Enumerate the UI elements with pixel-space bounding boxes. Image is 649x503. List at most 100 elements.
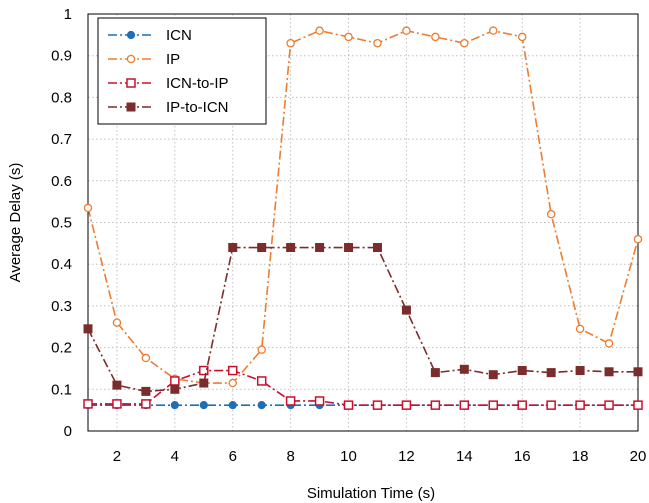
data-point-ip-to-icn — [575, 366, 585, 376]
series-ip-to-icn — [83, 243, 643, 396]
data-point-ip-to-icn — [459, 364, 469, 374]
data-series — [83, 26, 643, 410]
data-point-icn-to-ip — [604, 400, 614, 410]
data-point-ip — [517, 32, 527, 42]
legend-item-icn: ICN — [108, 27, 192, 44]
data-point-ip — [373, 38, 382, 48]
data-point-icn-to-ip — [141, 399, 151, 409]
y-tick-label: 0.4 — [51, 256, 72, 273]
data-point-ip-to-icn — [344, 243, 354, 253]
data-point-ip — [83, 203, 93, 213]
y-tick-label: 0.6 — [51, 173, 72, 190]
data-point-ip-to-icn — [315, 243, 325, 253]
x-tick-label: 6 — [229, 448, 237, 465]
data-point-icn-to-ip — [401, 400, 412, 410]
legend-item-ip-to-icn: IP-to-ICN — [108, 99, 229, 116]
data-point-ip — [344, 32, 353, 42]
data-point-ip — [489, 26, 498, 35]
series-icn-to-ip — [83, 365, 643, 410]
legend-label: IP — [166, 51, 180, 68]
x-tick-label: 10 — [340, 448, 357, 465]
y-tick-label: 0.8 — [51, 89, 72, 106]
x-axis-ticks: 2 4 6 8 10 12 14 16 18 20 — [113, 448, 647, 465]
x-tick-label: 20 — [630, 448, 647, 465]
legend-swatch-marker — [126, 54, 136, 64]
x-tick-label: 12 — [398, 448, 415, 465]
data-point-ip — [315, 26, 324, 35]
data-point-icn-to-ip — [575, 400, 585, 410]
data-point-ip-to-icn — [199, 378, 209, 388]
data-point-ip-to-icn — [83, 324, 93, 334]
data-point-icn-to-ip — [112, 399, 122, 409]
y-axis-title: Average Delay (s) — [7, 163, 24, 283]
data-point-icn-to-ip — [170, 376, 180, 386]
y-tick-label: 1 — [64, 6, 72, 23]
y-tick-label: 0.5 — [51, 215, 72, 232]
x-axis-title: Simulation Time (s) — [307, 485, 435, 502]
data-point-icn — [257, 401, 266, 410]
data-point-icn-to-ip — [488, 400, 499, 410]
data-point-ip — [633, 234, 643, 244]
data-point-icn-to-ip — [633, 400, 643, 410]
data-point-ip — [575, 324, 585, 334]
data-point-icn-to-ip — [430, 400, 441, 410]
data-point-icn-to-ip — [546, 400, 556, 410]
data-point-ip — [604, 339, 614, 348]
series-line-icn-to-ip — [88, 369, 638, 406]
data-point-ip-to-icn — [604, 367, 614, 377]
data-point-icn — [170, 401, 179, 410]
y-axis-ticks: 0 0.1 0.2 0.3 0.4 0.5 0.6 0.7 0.8 0.9 1 — [51, 6, 72, 440]
data-point-ip — [460, 38, 469, 48]
data-point-ip — [257, 345, 266, 354]
data-point-ip-to-icn — [517, 366, 527, 376]
legend-swatch-marker — [126, 102, 136, 112]
y-tick-label: 0.7 — [51, 131, 72, 148]
y-tick-label: 0.1 — [51, 381, 72, 398]
data-point-ip-to-icn — [401, 305, 411, 315]
data-point-ip-to-icn — [488, 370, 498, 380]
data-point-icn-to-ip — [227, 365, 238, 376]
data-point-ip-to-icn — [112, 380, 122, 390]
data-point-ip-to-icn — [257, 243, 267, 253]
data-point-icn-to-ip — [285, 396, 296, 406]
x-tick-label: 2 — [113, 448, 121, 465]
data-point-ip-to-icn — [633, 367, 643, 377]
data-point-icn-to-ip — [314, 396, 325, 406]
data-point-icn-to-ip — [83, 399, 93, 409]
data-point-ip — [112, 318, 122, 327]
data-point-ip — [402, 26, 411, 35]
legend-label: IP-to-ICN — [166, 99, 229, 116]
data-point-ip — [228, 378, 237, 388]
data-point-icn-to-ip — [343, 400, 354, 410]
y-tick-label: 0.2 — [51, 340, 72, 357]
data-point-icn-to-ip — [199, 365, 209, 376]
data-point-icn-to-ip — [372, 400, 383, 410]
data-point-ip-to-icn — [141, 386, 151, 396]
legend-label: ICN-to-IP — [166, 75, 229, 92]
legend-swatch-marker — [126, 30, 136, 40]
data-point-icn — [199, 401, 208, 410]
y-tick-label: 0.9 — [51, 48, 72, 65]
data-point-ip-to-icn — [286, 243, 296, 253]
data-point-ip-to-icn — [170, 384, 180, 394]
data-point-ip — [286, 38, 295, 48]
data-point-icn-to-ip — [256, 376, 267, 386]
data-point-ip — [431, 32, 440, 42]
x-tick-label: 4 — [171, 448, 179, 465]
data-point-ip — [546, 209, 556, 219]
x-tick-label: 18 — [572, 448, 589, 465]
data-point-icn-to-ip — [517, 400, 527, 410]
series-line-ip-to-icn — [87, 246, 638, 393]
legend-item-ip: IP — [108, 51, 180, 68]
data-point-icn-to-ip — [459, 400, 470, 410]
legend-label: ICN — [166, 27, 192, 44]
data-point-ip-to-icn — [228, 243, 238, 253]
legend: ICN IP ICN-to-IP IP-to-ICN — [97, 17, 267, 125]
plot-area-frame — [87, 13, 639, 432]
x-tick-label: 14 — [456, 448, 473, 465]
series-line-ip — [87, 29, 639, 384]
data-point-ip — [141, 353, 151, 363]
data-point-ip-to-icn — [546, 368, 556, 378]
y-tick-label: 0 — [64, 423, 72, 440]
